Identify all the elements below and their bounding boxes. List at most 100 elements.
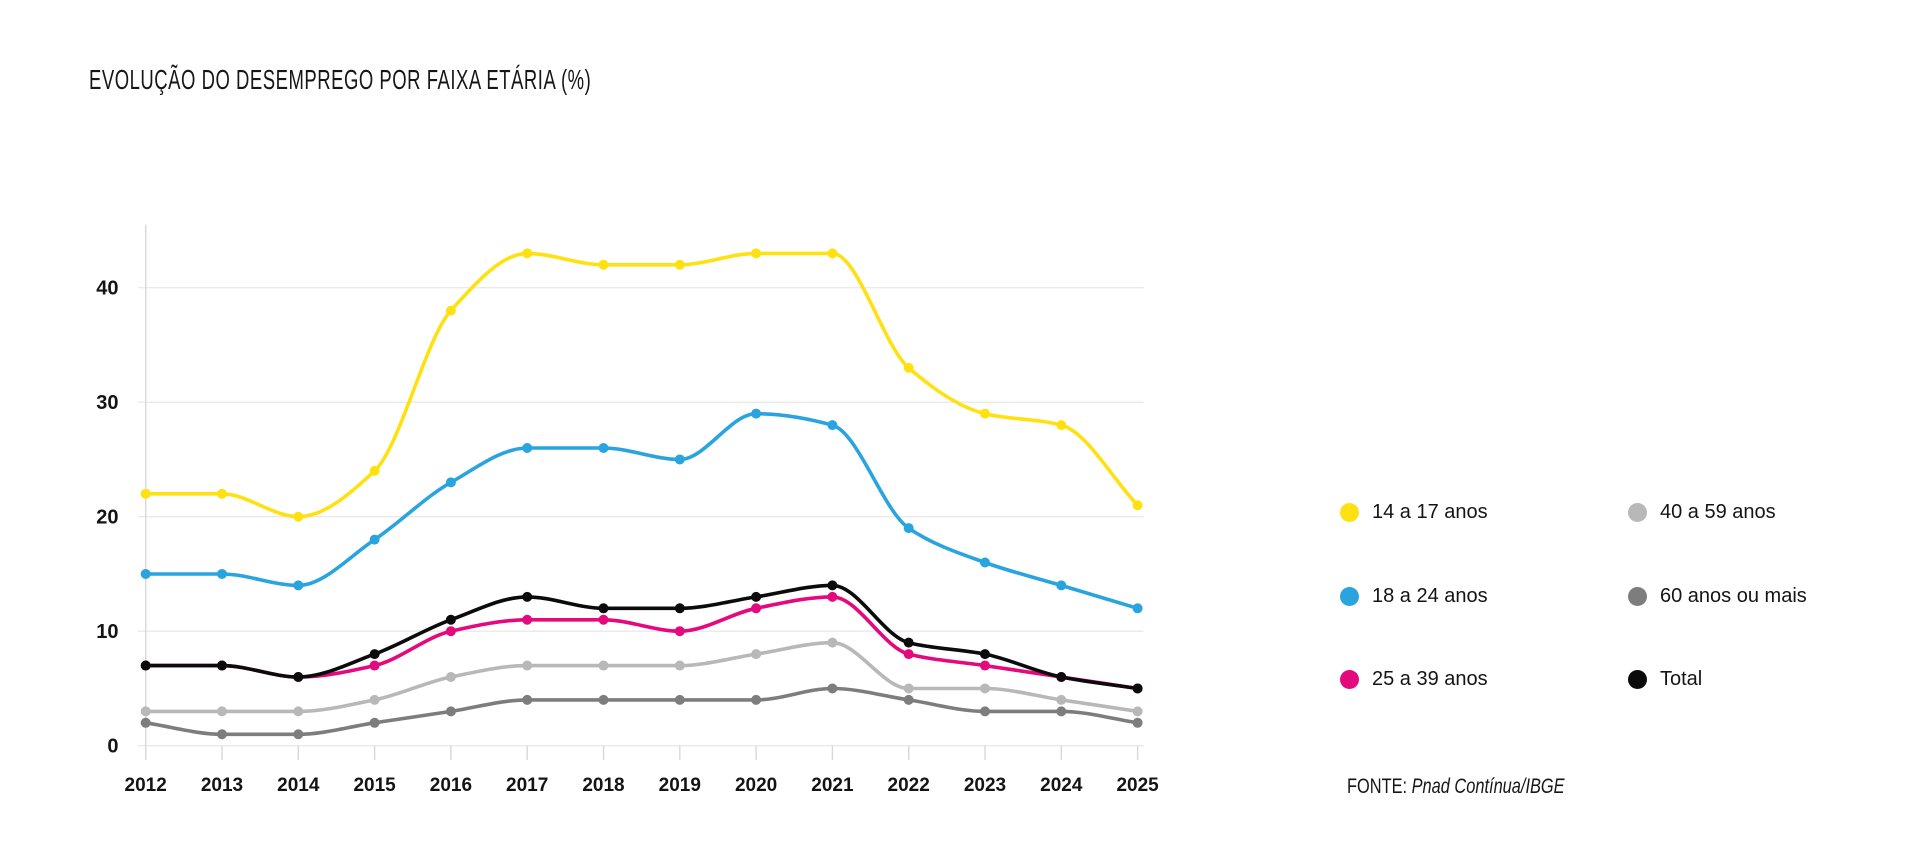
data-point — [1132, 683, 1143, 694]
data-point — [598, 614, 609, 625]
data-point — [522, 248, 533, 259]
legend-item: 60 anos ou mais — [1628, 585, 1807, 608]
data-point — [445, 305, 456, 316]
data-point — [369, 465, 380, 476]
legend-item-label: 14 a 17 anos — [1372, 501, 1488, 524]
data-point — [674, 694, 685, 705]
data-point — [980, 660, 990, 671]
data-point — [369, 717, 380, 728]
y-axis-tick-label: 0 — [107, 736, 118, 758]
data-point — [598, 443, 609, 453]
legend-item-label: 25 a 39 anos — [1372, 668, 1488, 691]
data-point — [751, 694, 762, 705]
data-point — [1132, 706, 1143, 717]
data-point — [827, 580, 838, 591]
legend-dot-icon — [1340, 670, 1359, 690]
legend-dot-icon — [1340, 586, 1359, 606]
data-point — [140, 660, 151, 671]
x-axis-year-label: 2021 — [811, 775, 854, 796]
data-point — [445, 626, 456, 637]
data-point — [1056, 694, 1067, 705]
x-axis-year-label: 2013 — [201, 775, 243, 796]
data-point — [598, 603, 609, 614]
data-point — [522, 443, 533, 453]
data-point — [903, 683, 914, 694]
legend-dot-icon — [1628, 586, 1647, 606]
data-point — [522, 694, 533, 705]
legend-dot-icon — [1340, 503, 1359, 523]
data-point — [140, 488, 151, 499]
legend-item: 25 a 39 anos — [1340, 668, 1628, 691]
data-point — [674, 660, 685, 671]
data-point — [980, 649, 990, 660]
x-axis-year-label: 2016 — [430, 775, 472, 796]
data-point — [903, 523, 914, 534]
y-axis-tick-label: 30 — [96, 392, 118, 414]
series-line — [143, 251, 1140, 519]
data-point — [293, 580, 304, 591]
data-point — [751, 408, 762, 419]
data-point — [598, 259, 609, 270]
data-point — [522, 614, 533, 625]
data-point — [369, 694, 380, 705]
legend-item: Total — [1628, 668, 1807, 691]
data-point — [369, 660, 380, 671]
legend-item-label: 40 a 59 anos — [1660, 501, 1776, 524]
y-axis-tick-label: 20 — [96, 507, 118, 529]
x-axis-year-label: 2024 — [1040, 775, 1083, 796]
data-point — [369, 534, 380, 545]
source-note: FONTE: Pnad Contínua/IBGE — [1347, 775, 1565, 799]
data-point — [140, 706, 151, 717]
series-line — [143, 640, 1140, 714]
series-line — [143, 583, 1140, 691]
data-point — [598, 694, 609, 705]
x-axis-year-label: 2019 — [659, 775, 701, 796]
data-point — [751, 591, 762, 602]
data-point — [674, 259, 685, 270]
chart-legend: 14 a 17 anos 18 a 24 anos 25 a 39 anos 4… — [1340, 471, 1807, 722]
source-label: FONTE: — [1347, 775, 1408, 798]
x-axis-year-label: 2017 — [506, 775, 548, 796]
series-line — [143, 411, 1140, 611]
data-point — [293, 672, 304, 682]
data-point — [903, 694, 914, 705]
data-point — [903, 362, 914, 373]
x-axis-year-label: 2018 — [582, 775, 624, 796]
data-point — [1056, 420, 1067, 431]
data-point — [980, 408, 990, 419]
data-point — [751, 649, 762, 660]
legend-item: 18 a 24 anos — [1340, 585, 1628, 608]
data-point — [598, 660, 609, 671]
source-text: Pnad Contínua/IBGE — [1411, 775, 1565, 798]
data-point — [217, 488, 227, 499]
data-point — [293, 729, 304, 740]
data-point — [217, 729, 227, 740]
data-point — [140, 717, 151, 728]
data-point — [827, 683, 838, 694]
data-point — [1056, 580, 1067, 591]
y-axis-tick-label: 10 — [96, 621, 118, 643]
data-point — [217, 660, 227, 671]
data-point — [369, 649, 380, 660]
legend-dot-icon — [1628, 670, 1647, 690]
data-point — [751, 603, 762, 614]
y-axis-tick-label: 40 — [96, 278, 118, 300]
data-point — [1056, 706, 1067, 717]
data-point — [522, 591, 533, 602]
data-point — [827, 591, 838, 602]
data-point — [674, 603, 685, 614]
data-point — [445, 672, 456, 682]
x-axis-year-label: 2020 — [735, 775, 777, 796]
data-point — [522, 660, 533, 671]
legend-item: 14 a 17 anos — [1340, 501, 1628, 524]
legend-item: 40 a 59 anos — [1628, 501, 1807, 524]
data-point — [217, 706, 227, 717]
data-point — [980, 683, 990, 694]
x-axis-year-label: 2025 — [1116, 775, 1159, 796]
data-point — [827, 637, 838, 648]
data-point — [1132, 603, 1143, 614]
data-point — [674, 454, 685, 465]
data-point — [445, 706, 456, 717]
data-point — [827, 420, 838, 431]
